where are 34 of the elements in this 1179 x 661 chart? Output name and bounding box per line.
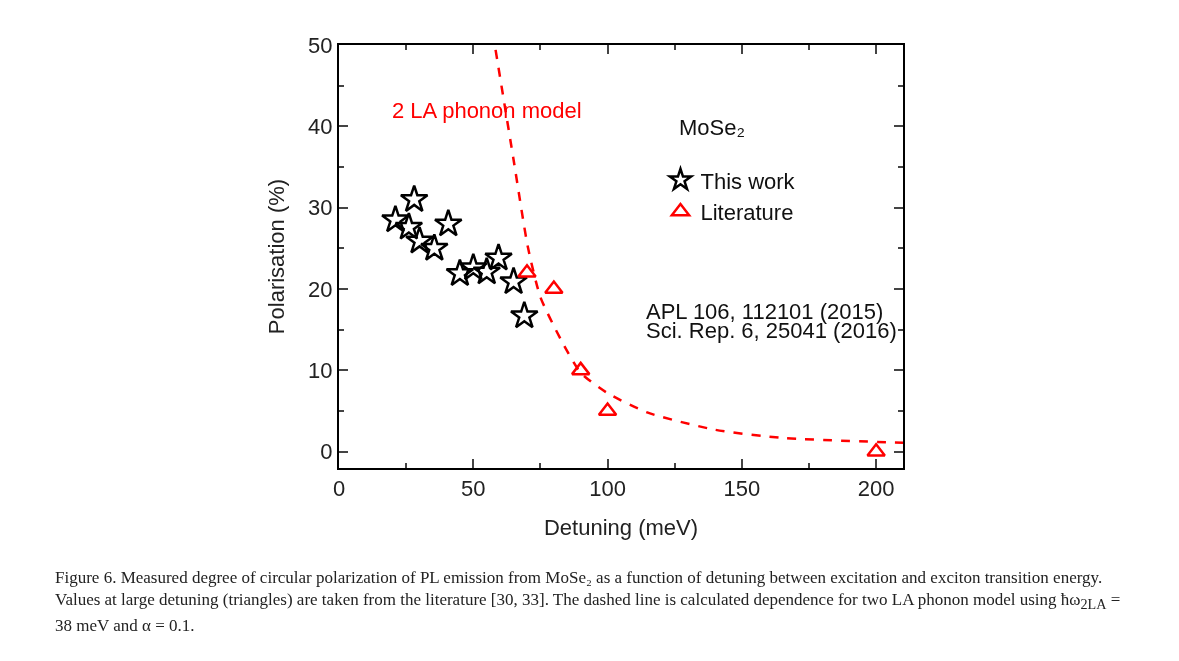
series-label: 2 LA phonon model (392, 98, 582, 123)
point (499, 266, 529, 295)
point (597, 402, 618, 417)
point (570, 361, 591, 376)
y-tick-label: 40 (308, 114, 333, 140)
y-tick-label: 20 (308, 276, 333, 302)
x-tick-label: 50 (461, 476, 486, 502)
point (866, 442, 887, 457)
point (380, 204, 410, 233)
legend-label: Literature (700, 200, 794, 226)
text: Figure 6. Measured degree of circular polarization of PL emission from MoSe₂ as a function of detuning between excitation and exciton transition energy. Values at large detuning (triangles) are taken from the literature [30, 33]. The dashed line is calculated dependence for two LA phonon model using ħω$_{2LA}$ = 38 meV and α = 0.1. (55, 568, 1121, 636)
point (509, 300, 539, 329)
x-axis-title: Detuning (meV) (543, 515, 699, 540)
point (419, 233, 449, 261)
point (394, 211, 424, 240)
point (543, 280, 564, 295)
y-tick-label: 50 (308, 32, 333, 58)
annotation: MoSe₂ (679, 115, 746, 140)
x-tick-label: 200 (857, 476, 895, 502)
point (405, 225, 435, 254)
point (458, 252, 488, 281)
point (517, 264, 537, 278)
y-tick-label: 30 (308, 195, 333, 221)
point (445, 258, 475, 287)
point (399, 184, 429, 213)
y-tick-label: 10 (308, 358, 333, 384)
x-tick-label: 150 (723, 476, 761, 502)
point (483, 242, 514, 271)
y-tick-label: 0 (320, 439, 333, 465)
point (433, 208, 463, 237)
point (472, 256, 502, 285)
legend-label: This work (700, 168, 796, 194)
y-axis-title: Polarisation (%) (264, 178, 289, 335)
x-tick-label: 100 (589, 476, 626, 502)
